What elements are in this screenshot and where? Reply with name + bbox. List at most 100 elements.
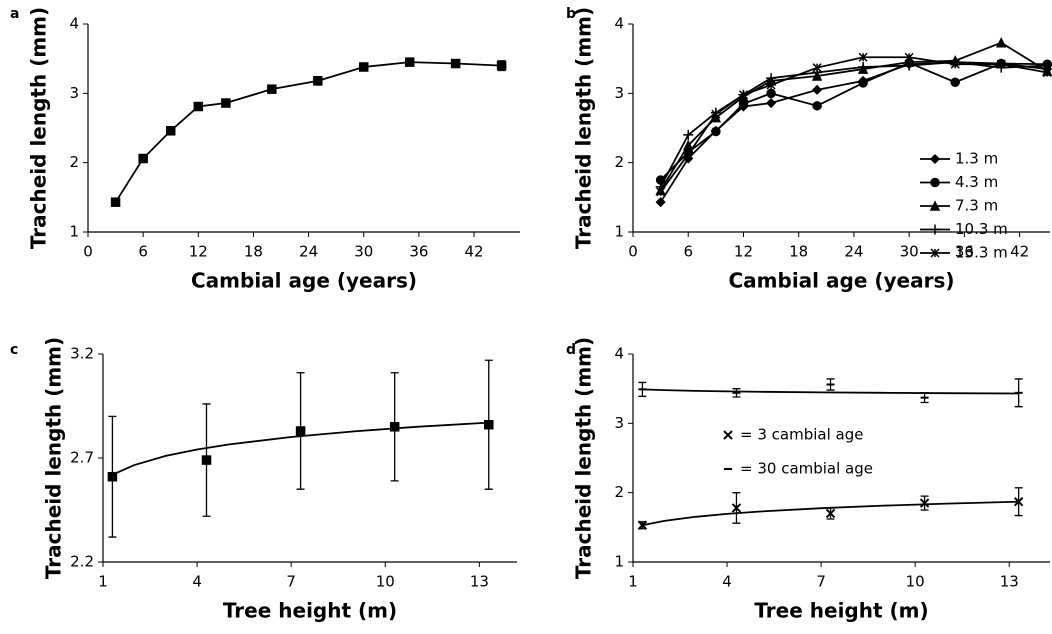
y-tick-label: 2 (69, 153, 79, 171)
marker (858, 52, 868, 62)
x-tick-label: 42 (1010, 243, 1029, 261)
x-axis-title: Cambial age (years) (191, 269, 417, 293)
y-tick-label: 4 (614, 345, 624, 363)
x-tick-label: 7 (286, 573, 296, 591)
x-tick-label: 24 (299, 243, 318, 261)
marker (766, 80, 776, 90)
x-tick-label: 36 (955, 243, 974, 261)
marker (683, 129, 694, 140)
y-tick-label: 1 (69, 223, 79, 241)
marker (858, 78, 868, 88)
x-tick-label: 6 (138, 243, 148, 261)
x-axis-title: Tree height (m) (754, 599, 928, 623)
marker (812, 84, 823, 95)
marker (1013, 496, 1024, 507)
marker (825, 508, 836, 519)
marker (711, 109, 721, 119)
x-tick-label: 1 (628, 573, 638, 591)
y-tick-label: 4 (69, 15, 79, 33)
marker (930, 224, 940, 235)
marker (904, 52, 914, 62)
x-tick-label: 0 (83, 243, 93, 261)
y-tick-label: 3.2 (70, 345, 94, 363)
y-tick-label: 2.2 (70, 553, 94, 571)
marker (165, 126, 176, 136)
x-tick-label: 1 (98, 573, 108, 591)
marker (389, 422, 400, 432)
marker (683, 149, 693, 159)
y-tick-label: 3 (614, 414, 624, 432)
x-tick-label: 10 (906, 573, 925, 591)
marker (812, 101, 822, 111)
marker (683, 139, 694, 151)
marker (358, 62, 369, 72)
y-tick-label: 1 (614, 223, 624, 241)
marker (484, 419, 494, 430)
panel-label: a (10, 6, 19, 22)
marker (950, 59, 960, 69)
x-tick-label: 7 (816, 573, 826, 591)
legend-label: 10.3 m (955, 220, 1008, 238)
marker (313, 76, 323, 86)
marker (637, 520, 648, 530)
x-tick-label: 4 (722, 573, 732, 591)
x-tick-label: 12 (734, 243, 753, 261)
marker (107, 471, 118, 482)
marker (267, 84, 277, 94)
marker (656, 187, 666, 197)
x-tick-label: 42 (464, 243, 483, 261)
marker (812, 63, 822, 73)
y-tick-label: 3 (69, 84, 79, 102)
x-tick-label: 18 (244, 243, 263, 261)
y-tick-label: 2 (614, 483, 624, 501)
x-axis-title: Tree height (m) (223, 599, 397, 623)
marker (731, 503, 742, 513)
y-axis-title: Tracheid length (mm) (27, 7, 51, 249)
series-line (659, 61, 1048, 188)
x-tick-label: 4 (192, 573, 202, 591)
x-tick-label: 12 (189, 243, 208, 261)
panel-label: d (566, 342, 576, 358)
marker (450, 58, 461, 69)
series-line (659, 56, 1048, 193)
marker (858, 61, 869, 72)
marker (404, 57, 415, 67)
marker (950, 77, 960, 87)
legend-label: = 30 cambial age (740, 460, 873, 478)
legend-label: 7.3 m (955, 197, 998, 215)
marker (655, 197, 666, 208)
y-axis-title: Tracheid length (mm) (572, 337, 596, 579)
y-tick-label: 3 (614, 84, 624, 102)
x-tick-label: 30 (354, 243, 373, 261)
marker (138, 153, 148, 164)
y-tick-label: 2.7 (70, 449, 94, 467)
x-tick-label: 13 (470, 573, 489, 591)
marker (766, 97, 777, 109)
x-tick-label: 10 (376, 573, 395, 591)
legend-label: 4.3 m (955, 173, 998, 191)
marker (930, 177, 940, 188)
x-tick-label: 6 (683, 243, 693, 261)
marker (711, 126, 721, 137)
y-tick-label: 4 (614, 15, 624, 33)
panel-label: c (10, 342, 18, 358)
marker (995, 37, 1007, 48)
marker (930, 248, 940, 258)
x-tick-label: 24 (844, 243, 863, 261)
marker (904, 60, 915, 71)
x-axis-title: Cambial age (years) (729, 269, 955, 293)
marker (929, 153, 941, 165)
marker (738, 90, 748, 100)
panel-label: b (566, 6, 576, 22)
x-tick-label: 0 (628, 243, 638, 261)
marker (723, 430, 733, 440)
x-tick-label: 18 (789, 243, 808, 261)
x-tick-label: 36 (409, 243, 428, 261)
legend-label: 13.3 m (955, 244, 1008, 262)
legend-label: 1.3 m (955, 150, 998, 168)
marker (766, 88, 776, 99)
marker (919, 498, 930, 508)
y-tick-label: 2 (614, 153, 624, 171)
legend-label: = 3 cambial age (740, 426, 863, 444)
